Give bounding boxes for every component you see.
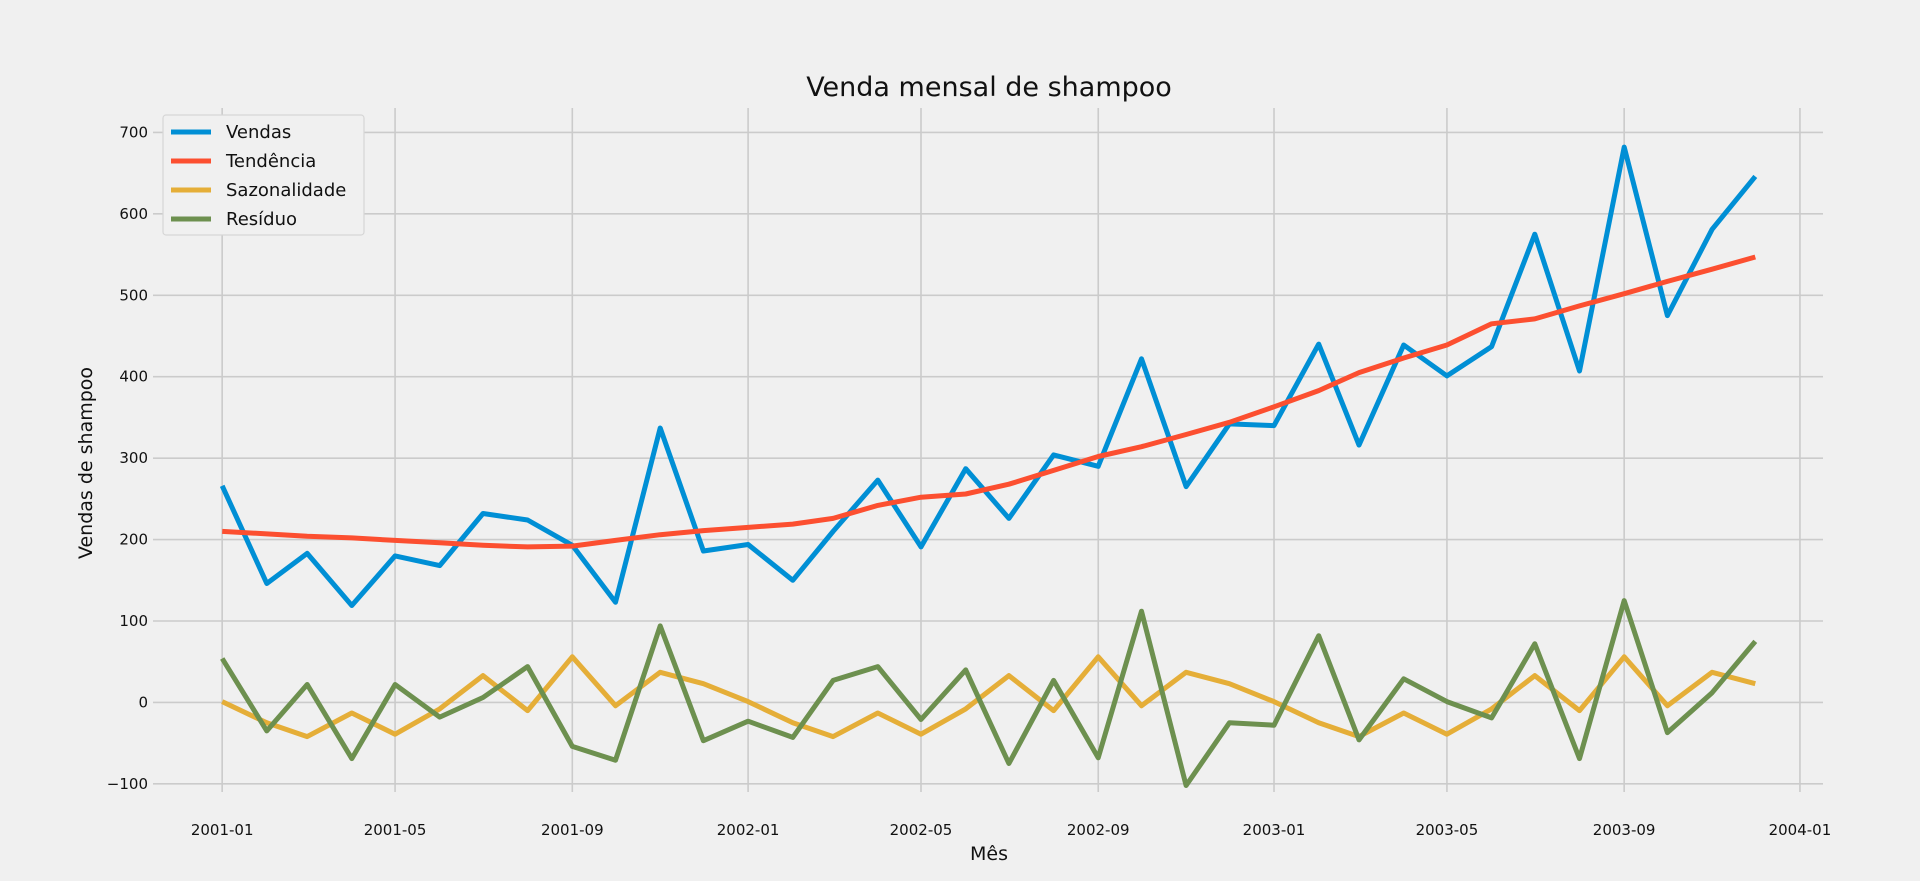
legend-frame: [162, 114, 365, 236]
legend: Vendas Tendência Sazonalidade Resíduo: [162, 114, 365, 236]
legend-label: Tendência: [225, 151, 316, 172]
y-tick-label: 400: [119, 368, 148, 386]
y-tick-label: 700: [119, 123, 148, 141]
grid: [153, 108, 1823, 792]
y-tick-label: 300: [119, 449, 148, 467]
series-lines: [219, 144, 1758, 788]
series-line-0: [219, 144, 1758, 608]
y-tick-label: −100: [107, 775, 148, 793]
legend-label: Sazonalidade: [226, 180, 346, 201]
legend-label: Vendas: [226, 122, 291, 143]
x-tick-label: 2004-01: [1769, 821, 1832, 839]
x-tick-label: 2003-01: [1243, 821, 1306, 839]
y-tick-label: 100: [119, 612, 148, 630]
y-tick-label: 0: [138, 693, 148, 711]
series-line-1: [222, 254, 1756, 550]
legend-label: Resíduo: [226, 209, 297, 230]
y-tick-label: 500: [119, 286, 148, 304]
x-tick-label: 2003-09: [1593, 821, 1656, 839]
tick-labels: −100 0 100 200 300 400 500 600 700 2001-01 2001-05…: [107, 123, 1831, 839]
x-tick-label: 2001-09: [541, 821, 604, 839]
chart-title: Venda mensal de shampoo: [806, 72, 1172, 103]
series-line-3: [220, 598, 1758, 788]
x-axis-label: Mês: [970, 843, 1008, 865]
y-tick-label: 600: [119, 205, 148, 223]
x-tick-label: 2001-05: [364, 821, 427, 839]
x-tick-label: 2001-01: [191, 821, 254, 839]
x-tick-label: 2002-01: [717, 821, 780, 839]
x-tick-label: 2002-05: [890, 821, 953, 839]
x-tick-label: 2002-09: [1067, 821, 1130, 839]
y-tick-label: 200: [119, 531, 148, 549]
y-axis-label: Vendas de shampoo: [75, 367, 97, 559]
x-tick-label: 2003-05: [1416, 821, 1479, 839]
